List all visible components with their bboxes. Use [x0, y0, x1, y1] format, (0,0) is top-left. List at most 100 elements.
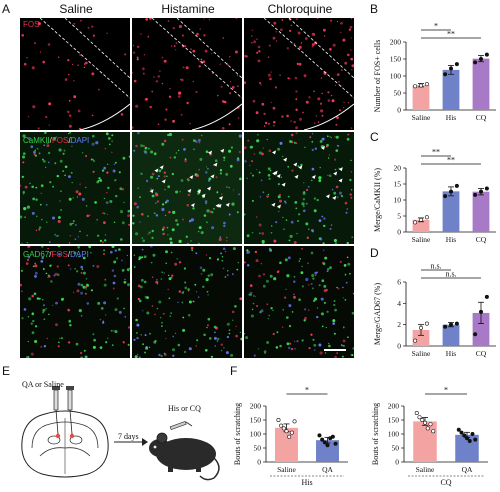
chart-c: 0 5 10 15 20 Merge/CaMKII (%) Saline His CQ ** **	[373, 148, 496, 244]
chart-f-his: 0 50 100 150 200 Bouts of scratching Saline QA *…	[233, 386, 348, 487]
row-label-gad-part: GAD67	[23, 250, 50, 259]
y-axis-label: Merge/CaMKII (%)	[373, 168, 382, 232]
data-point	[473, 192, 478, 197]
data-point	[281, 426, 286, 431]
data-point	[424, 215, 429, 220]
data-point	[431, 429, 436, 434]
y-tick-label: 0	[395, 458, 399, 467]
data-point	[473, 437, 478, 442]
panel-letter-e: E	[2, 364, 11, 378]
y-tick-label: 6	[397, 278, 401, 287]
syringe-icon	[52, 386, 74, 435]
chart-d: 0 2 4 6 Merge/GAD67 (%) Saline His CQ n.s. n.s.	[373, 262, 496, 358]
category-label: Saline	[412, 349, 431, 358]
data-point	[479, 189, 484, 194]
category-label: His	[446, 349, 457, 358]
significance-label: n.s.	[430, 262, 441, 271]
y-tick-label: 50	[392, 444, 400, 453]
row-label-gad-sep: /	[49, 250, 52, 259]
category-label: QA	[322, 465, 333, 474]
panel-letter-f: F	[230, 364, 238, 378]
panel-letter-b: B	[370, 2, 379, 16]
data-point	[418, 325, 423, 330]
data-point	[443, 324, 448, 329]
data-point	[424, 321, 429, 326]
significance-label: **	[447, 156, 455, 165]
y-tick-label: 150	[388, 416, 400, 425]
category-label: Saline	[412, 113, 431, 122]
data-point	[292, 419, 297, 424]
group-label: CQ	[440, 478, 451, 487]
data-point	[467, 438, 472, 443]
data-point	[462, 433, 467, 438]
data-point	[443, 194, 448, 199]
row-label-fos: FOS	[23, 20, 39, 29]
treatment-label: His or CQ	[168, 404, 201, 413]
row-label-gad-part: FOS	[51, 250, 68, 259]
panel-letter-d: D	[370, 246, 379, 260]
data-point	[417, 415, 422, 420]
data-point	[418, 83, 423, 88]
row-label-gad: GAD67/FOS/DAPI	[23, 250, 89, 259]
data-point	[320, 437, 325, 442]
bar	[442, 69, 460, 110]
category-label: CQ	[476, 113, 487, 122]
bar	[455, 434, 479, 462]
experiment-schematic	[21, 386, 220, 481]
y-tick-label: 0	[397, 342, 401, 351]
y-axis-label: Bouts of scratching	[233, 403, 242, 465]
significance-label: n.s.	[445, 270, 456, 279]
data-point	[317, 433, 322, 438]
data-point	[424, 82, 429, 87]
y-tick-label: 50	[394, 89, 402, 98]
bar	[472, 312, 490, 346]
data-point	[333, 441, 338, 446]
data-point	[484, 186, 489, 191]
y-axis-label: Bouts of scratching	[371, 403, 380, 465]
data-point	[413, 338, 418, 343]
injection-label: QA or Saline	[22, 380, 64, 389]
micrograph-image	[244, 18, 354, 130]
data-point	[484, 294, 489, 299]
data-point	[413, 84, 418, 89]
bar	[442, 191, 460, 232]
y-tick-label: 0	[257, 458, 261, 467]
small-syringe-icon	[169, 420, 193, 431]
row-label-camk-part: CaMKII	[23, 136, 50, 145]
data-point	[454, 183, 459, 188]
y-tick-label: 15	[394, 180, 402, 189]
data-point	[284, 429, 289, 434]
category-label: His	[446, 235, 457, 244]
mouse-icon	[149, 432, 220, 481]
y-tick-label: 100	[390, 72, 402, 81]
data-point	[479, 309, 484, 314]
bar	[412, 85, 430, 110]
significance-label: **	[447, 30, 455, 39]
significance-label: *	[434, 22, 438, 31]
column-header-saline: Saline	[59, 2, 93, 16]
category-label: His	[446, 113, 457, 122]
micrograph-image	[132, 18, 242, 130]
data-point	[449, 322, 454, 327]
bar	[442, 324, 460, 346]
micrograph-image	[132, 132, 242, 244]
y-tick-label: 100	[250, 430, 262, 439]
data-point	[454, 62, 459, 67]
data-point	[276, 417, 281, 422]
panel-letter-a: A	[2, 2, 11, 16]
row-label-fos-part: FOS	[23, 20, 40, 29]
micrograph-image	[244, 246, 354, 358]
category-label: QA	[462, 465, 473, 474]
y-tick-label: 150	[390, 55, 402, 64]
column-header-chloroquine: Chloroquine	[267, 2, 333, 16]
data-point	[449, 189, 454, 194]
category-label: CQ	[476, 349, 487, 358]
micrograph-image	[20, 132, 130, 244]
data-point	[425, 426, 430, 431]
chart-f-cq: 0 50 100 150 200 Bouts of scratching Saline QA *…	[371, 386, 488, 487]
data-point	[413, 220, 418, 225]
bar	[413, 421, 437, 462]
days-label: 7 days	[118, 432, 139, 441]
y-tick-label: 0	[397, 106, 401, 115]
bar	[316, 440, 339, 462]
